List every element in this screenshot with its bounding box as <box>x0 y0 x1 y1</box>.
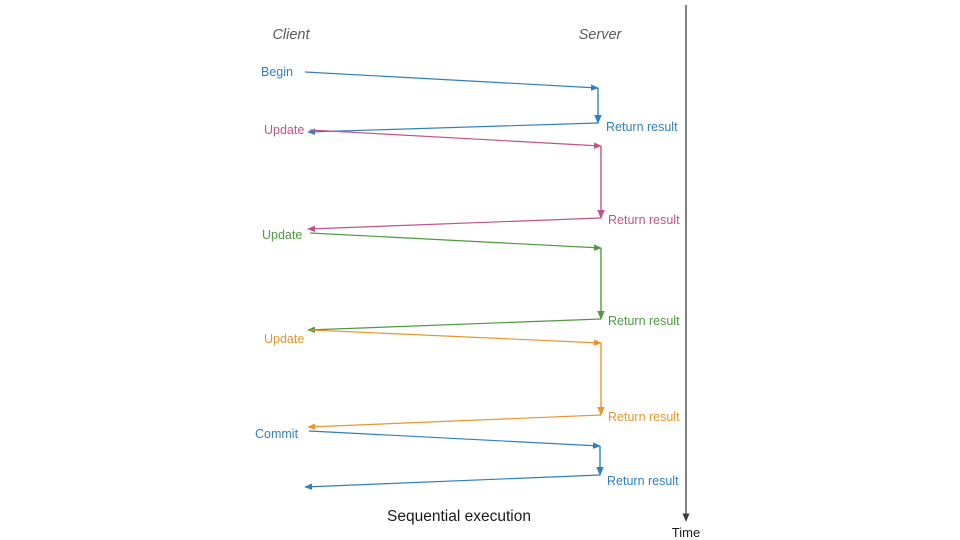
return-label-begin: Return result <box>606 120 678 134</box>
return-arrow-update-1 <box>307 217 602 233</box>
message-exchange-update-3: Update Return result <box>264 329 680 430</box>
return-label-commit: Return result <box>607 474 679 488</box>
request-arrow-update-3 <box>310 329 602 346</box>
request-arrow-update-2 <box>309 232 602 251</box>
lane-headers: Client Server <box>272 27 622 43</box>
request-label-commit: Commit <box>255 427 299 441</box>
message-exchange-begin: Begin Return result <box>261 65 678 136</box>
return-arrow-begin <box>307 122 599 136</box>
message-exchange-update-1: Update Return result <box>264 123 680 233</box>
request-label-update-1: Update <box>264 123 304 137</box>
time-axis: Time <box>672 5 700 540</box>
return-arrow-update-3 <box>307 414 602 430</box>
message-exchange-commit: Commit Return result <box>255 427 679 490</box>
return-arrow-update-2 <box>307 318 602 334</box>
return-arrow-commit <box>304 474 601 490</box>
return-label-update-3: Return result <box>608 410 680 424</box>
request-label-begin: Begin <box>261 65 293 79</box>
request-arrow-commit <box>308 430 601 449</box>
message-exchange-update-2: Update Return result <box>262 228 680 334</box>
return-label-update-1: Return result <box>608 213 680 227</box>
return-label-update-2: Return result <box>608 314 680 328</box>
lane-label-client: Client <box>272 27 310 43</box>
request-label-update-3: Update <box>264 332 304 346</box>
diagram-caption: Sequential execution <box>387 508 531 525</box>
time-axis-label: Time <box>672 525 700 540</box>
request-label-update-2: Update <box>262 228 302 242</box>
lane-label-server: Server <box>579 27 623 43</box>
request-arrow-begin <box>304 71 599 91</box>
request-arrow-update-1 <box>309 129 602 149</box>
